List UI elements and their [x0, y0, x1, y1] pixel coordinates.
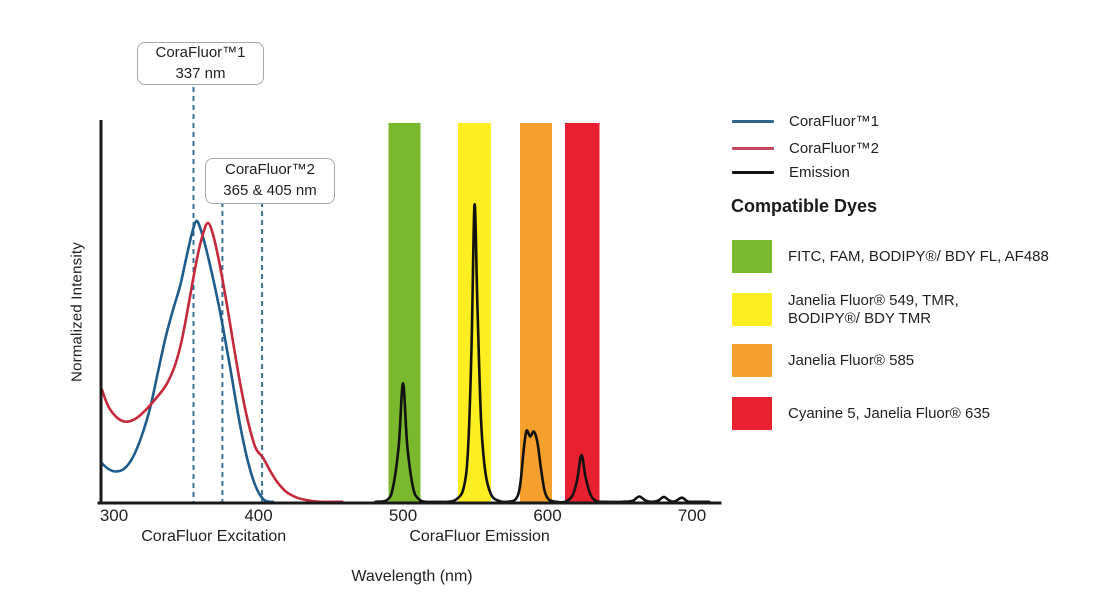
excitation-curve-corafluor1: [100, 219, 275, 504]
legend-line-corafluor2-icon: [732, 146, 774, 150]
legend-item-corafluor2: CoraFluor™2: [732, 139, 880, 157]
callout-corafluor1-wavelength: 337 nm: [175, 64, 226, 82]
y-axis-label: Normalized Intensity: [68, 242, 86, 382]
x-section-label-excitation: CoraFluor Excitation: [141, 528, 287, 545]
compatible-dyes-heading: Compatible Dyes: [731, 196, 878, 216]
dye-row-green: FITC, FAM, BODIPY®/ BDY FL, AF488: [732, 240, 1049, 273]
x-tick-label-700: 700: [677, 506, 707, 525]
legend-line-emission-icon: [732, 170, 774, 174]
legend-label-corafluor2: CoraFluor™2: [789, 139, 880, 157]
dye-label-red: Cyanine 5, Janelia Fluor® 635: [788, 404, 991, 422]
emission-filter-bands: [388, 123, 600, 503]
callout-corafluor2: CoraFluor™2 365 & 405 nm: [205, 158, 335, 204]
x-axis-label: Wavelength (nm): [351, 568, 473, 585]
excitation-curve-corafluor2: [100, 221, 344, 504]
dye-swatch-red-icon: [732, 397, 772, 430]
legend-item-emission: Emission: [732, 163, 850, 181]
dye-swatch-orange-icon: [732, 344, 772, 377]
dye-label-orange: Janelia Fluor® 585: [788, 351, 915, 369]
filter-band-green: [388, 123, 421, 503]
callout-corafluor1-title: CoraFluor™1: [155, 43, 246, 61]
x-tick-label-600: 600: [533, 506, 562, 525]
excitation-marker-lines: [192, 87, 264, 503]
dye-row-yellow: Janelia Fluor® 549, TMR, BODIPY®/ BDY TM…: [732, 292, 959, 327]
dye-swatch-yellow-icon: [732, 293, 772, 327]
callout-corafluor2-title: CoraFluor™2: [224, 161, 316, 179]
legend-label-corafluor1: CoraFluor™1: [789, 112, 880, 130]
legend-item-corafluor1: CoraFluor™1: [732, 112, 880, 130]
callout-corafluor1: CoraFluor™1 337 nm: [137, 42, 264, 85]
x-section-label-emission: CoraFluor Emission: [409, 528, 550, 545]
dye-swatch-green-icon: [732, 240, 772, 273]
dye-label-yellow: Janelia Fluor® 549, TMR, BODIPY®/ BDY TM…: [788, 292, 959, 327]
x-tick-label-300: 300: [99, 506, 129, 525]
dye-row-red: Cyanine 5, Janelia Fluor® 635: [732, 397, 990, 430]
x-tick-label-400: 400: [244, 506, 273, 525]
filter-band-yellow: [457, 123, 492, 503]
dye-label-green: FITC, FAM, BODIPY®/ BDY FL, AF488: [788, 247, 1049, 265]
legend-line-corafluor1-icon: [732, 119, 774, 123]
legend-label-emission: Emission: [789, 163, 850, 181]
filter-band-red: [564, 123, 600, 503]
x-tick-label-500: 500: [388, 506, 418, 525]
callout-corafluor2-wavelength: 365 & 405 nm: [223, 182, 317, 199]
dye-row-orange: Janelia Fluor® 585: [732, 344, 914, 377]
